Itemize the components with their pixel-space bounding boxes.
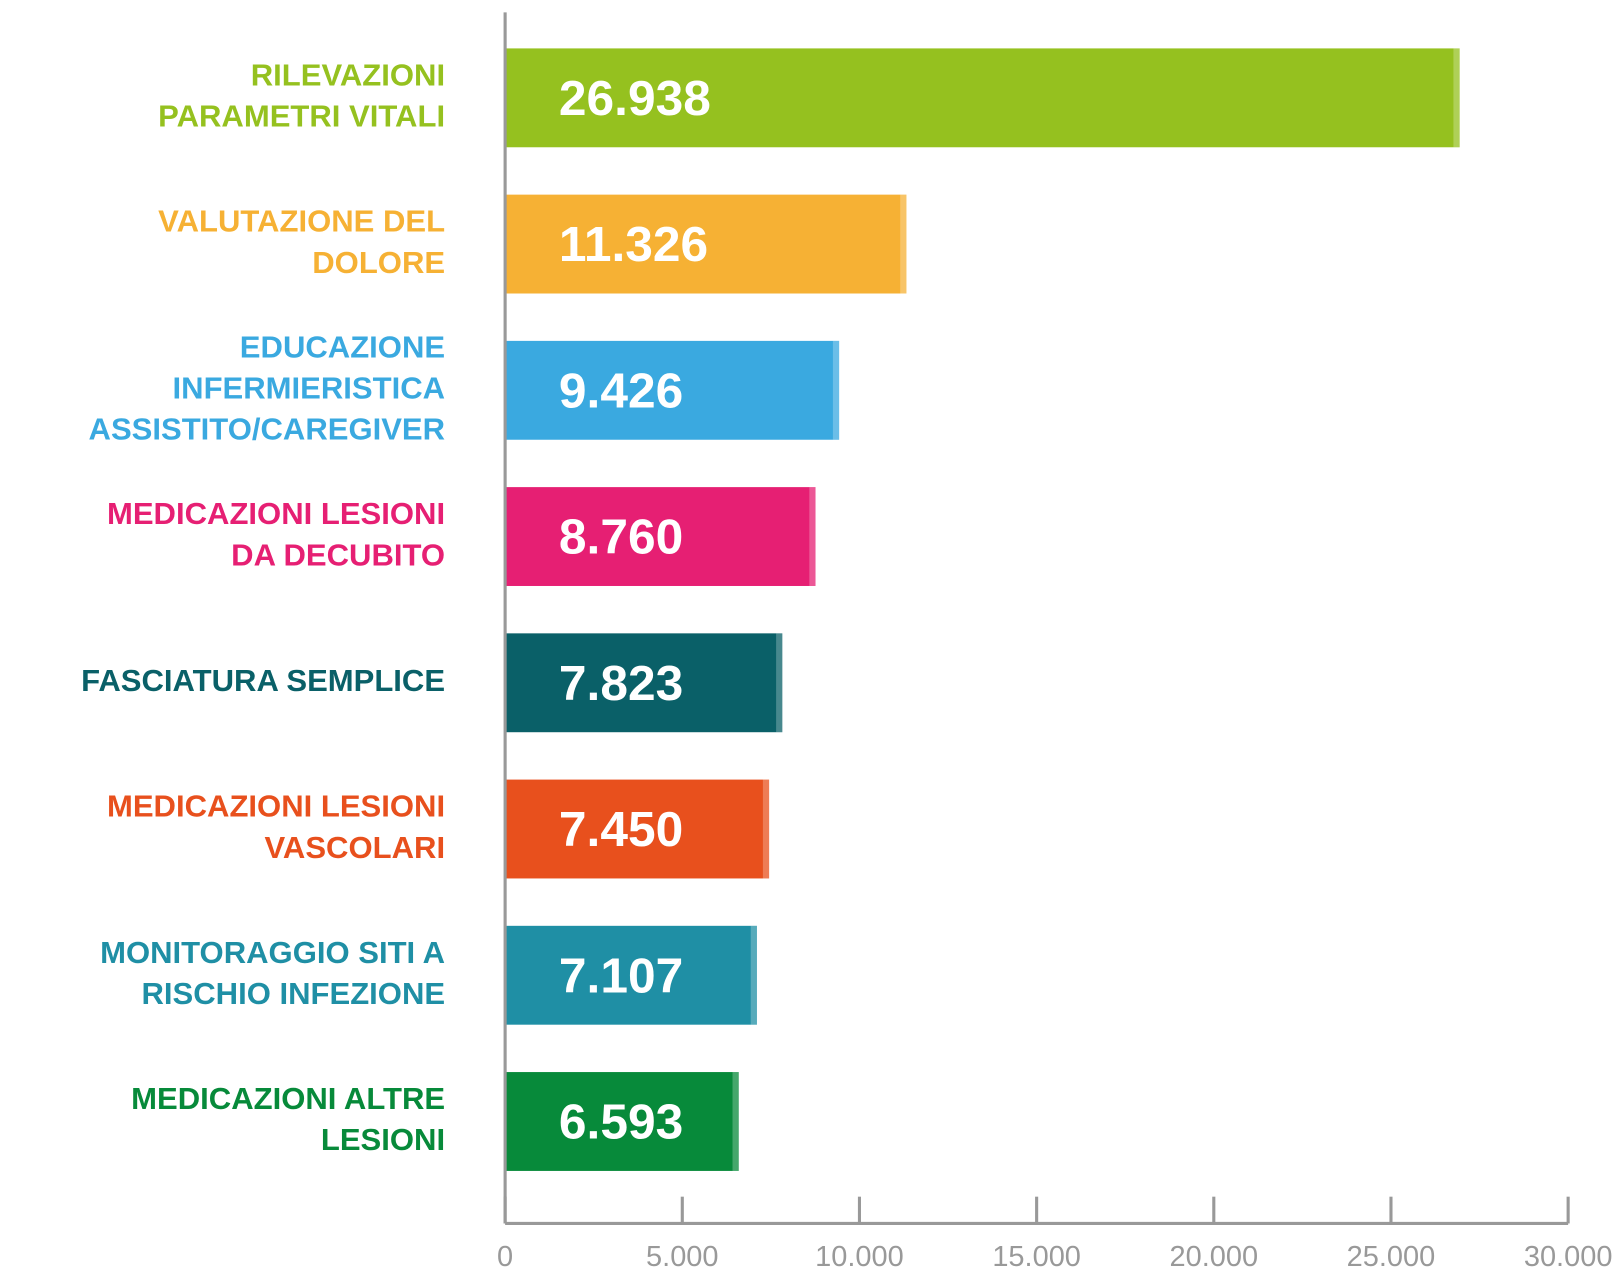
category-label: MONITORAGGIO SITI A [100, 935, 445, 970]
category-label: PARAMETRI VITALI [158, 99, 445, 134]
bar [505, 340, 840, 440]
value-label: 8.760 [559, 509, 683, 565]
category-label: VASCOLARI [265, 830, 446, 865]
bar-shade [809, 487, 816, 586]
bar [505, 779, 770, 879]
x-tick-label: 10.000 [815, 1241, 904, 1273]
category-label: LESIONI [321, 1122, 445, 1157]
bar-shade [1453, 48, 1460, 148]
bar [505, 194, 907, 294]
bar-shade [762, 779, 770, 879]
bar [505, 633, 783, 733]
category-label: FASCIATURA SEMPLICE [81, 663, 445, 698]
bar [505, 1072, 739, 1171]
x-tick-label: 30.000 [1524, 1241, 1613, 1273]
category-label: RILEVAZIONI [251, 57, 445, 92]
category-label: DOLORE [312, 245, 445, 280]
value-label: 7.450 [559, 801, 683, 857]
bar-shade [732, 1072, 739, 1171]
category-label: ASSISTITO/CAREGIVER [89, 412, 446, 447]
category-label: EDUCAZIONE [240, 329, 445, 364]
x-tick-label: 0 [497, 1241, 513, 1273]
value-label: 6.593 [559, 1094, 683, 1150]
value-label: 7.823 [559, 655, 683, 711]
bar [505, 925, 757, 1025]
category-label: DA DECUBITO [231, 537, 445, 572]
value-label: 11.326 [559, 216, 708, 272]
x-tick-label: 20.000 [1170, 1241, 1259, 1273]
x-tick-label: 15.000 [992, 1241, 1081, 1273]
bar-shade [900, 194, 907, 294]
category-label: INFERMIERISTICA [173, 371, 446, 406]
category-label: MEDICAZIONI LESIONI [107, 789, 445, 824]
category-label: MEDICAZIONI ALTRE [131, 1081, 445, 1116]
x-tick-label: 5.000 [646, 1241, 718, 1273]
value-label: 26.938 [559, 70, 711, 126]
bar [505, 487, 816, 586]
x-tick-label: 25.000 [1347, 1241, 1436, 1273]
category-label: MEDICAZIONI LESIONI [107, 496, 445, 531]
value-label: 7.107 [559, 948, 683, 1004]
bar-shade [776, 633, 783, 733]
bar-shade [832, 340, 840, 440]
value-label: 9.426 [559, 363, 683, 419]
category-label: VALUTAZIONE DEL [158, 204, 445, 239]
bar [505, 48, 1460, 148]
category-label: RISCHIO INFEZIONE [141, 976, 445, 1011]
bar-shade [750, 925, 757, 1025]
